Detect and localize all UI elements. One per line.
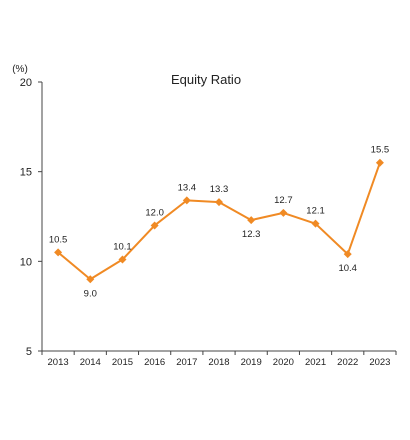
y-tick-label: 15 — [20, 167, 32, 179]
data-point-marker — [54, 248, 63, 257]
x-tick-label: 2015 — [112, 357, 133, 368]
data-point-marker — [311, 219, 320, 228]
data-label: 13.3 — [210, 184, 229, 195]
data-point-marker — [343, 250, 352, 259]
chart-title: Equity Ratio — [171, 72, 241, 87]
data-label: 15.5 — [371, 145, 390, 156]
x-tick-label: 2014 — [80, 357, 101, 368]
series-line — [57, 162, 381, 281]
data-point-marker — [215, 198, 223, 207]
data-point-marker — [118, 255, 127, 264]
axes: 5 10 15 20 2013 2014 2015 2016 2017 2018 2019 2020 2… — [20, 77, 397, 368]
x-tick-label: 2018 — [208, 357, 229, 368]
data-point-marker — [247, 216, 256, 225]
data-label: 12.7 — [274, 195, 293, 206]
x-tick-label: 2022 — [337, 357, 358, 368]
data-label: 9.0 — [84, 288, 97, 299]
data-label: 13.4 — [178, 182, 197, 193]
y-tick-label: 10 — [20, 256, 32, 268]
data-label: 10.4 — [338, 263, 357, 274]
data-point-marker — [375, 158, 384, 167]
data-label: 10.1 — [113, 242, 132, 253]
y-tick-label: 5 — [26, 346, 32, 358]
data-label: 12.1 — [306, 206, 325, 217]
y-axis-unit: (%) — [12, 64, 28, 75]
x-tick-label: 2019 — [241, 357, 262, 368]
x-tick-label: 2020 — [273, 357, 294, 368]
x-tick-label: 2017 — [176, 357, 197, 368]
x-tick-label: 2023 — [369, 357, 390, 368]
series-group: 10.5 9.0 10.1 12.0 13.4 13.3 12.3 12.7 12.1 10.4 1… — [49, 145, 389, 300]
data-label: 10.5 — [49, 234, 68, 245]
y-tick-label: 20 — [20, 77, 32, 89]
x-tick-label: 2016 — [144, 357, 165, 368]
data-label: 12.0 — [145, 207, 164, 218]
data-point-marker — [182, 196, 191, 205]
data-point-marker — [86, 275, 95, 284]
data-label: 12.3 — [242, 229, 261, 240]
x-tick-label: 2021 — [305, 357, 326, 368]
data-point-marker — [279, 208, 288, 217]
data-point-marker — [150, 221, 159, 230]
x-tick-label: 2013 — [48, 357, 69, 368]
